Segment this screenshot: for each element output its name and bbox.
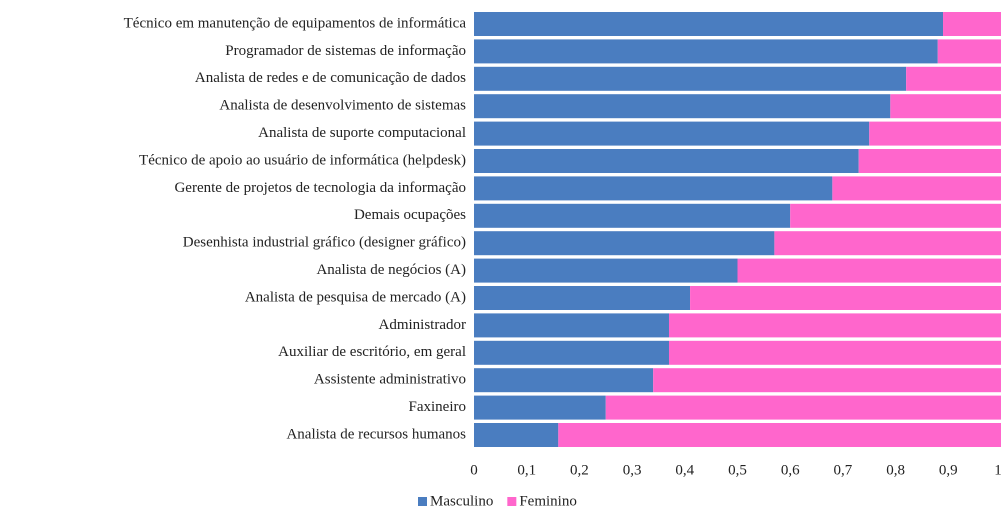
x-tick-label: 0,2 [570, 462, 589, 478]
y-tick-label: Analista de desenvolvimento de sistemas [219, 98, 466, 114]
y-tick-label: Analista de suporte computacional [258, 125, 466, 141]
bar-segment [474, 176, 833, 201]
x-tick-label: 0,3 [623, 462, 642, 478]
x-tick-label: 0,1 [517, 462, 536, 478]
x-tick-label: 0,6 [781, 462, 800, 478]
bar-segment [474, 368, 654, 393]
legend-label: Feminino [519, 493, 577, 509]
bar-segment [943, 12, 1001, 36]
bar-segment [737, 258, 1001, 283]
x-tick-label: 0,7 [834, 462, 853, 478]
x-tick-label: 1 [994, 462, 1002, 478]
bar-segment [653, 368, 1001, 393]
bar-segment [937, 39, 1001, 64]
y-tick-label: Desenhista industrial gráfico (designer … [183, 235, 466, 251]
bar-segment [558, 423, 1001, 447]
bar-segment [474, 66, 907, 91]
y-tick-label: Assistente administrativo [314, 372, 466, 388]
bar-segment [605, 395, 1001, 420]
x-tick-label: 0,8 [886, 462, 905, 478]
y-tick-label: Analista de pesquisa de mercado (A) [245, 289, 466, 305]
bar-segment [474, 203, 791, 228]
bar-segment [474, 12, 944, 36]
bar-segment [790, 203, 1001, 228]
bar-segment [668, 340, 1001, 365]
bar-segment [690, 286, 1001, 310]
bar-segment [474, 286, 691, 310]
legend-swatch [507, 497, 517, 506]
y-tick-label: Técnico em manutenção de equipamentos de… [124, 15, 467, 31]
bar-segment [890, 94, 1001, 119]
bar-segment [474, 395, 606, 420]
bar-segment [474, 313, 669, 338]
x-tick-label: 0,4 [675, 462, 694, 478]
y-tick-label: Gerente de projetos de tecnologia da inf… [174, 180, 466, 196]
y-tick-label: Demais ocupações [354, 207, 466, 223]
x-tick-label: 0,9 [939, 462, 958, 478]
y-tick-label: Analista de redes e de comunicação de da… [195, 70, 466, 86]
bar-segment [474, 340, 669, 365]
bar-segment [832, 176, 1001, 201]
bar-segment [474, 39, 938, 64]
x-tick-label: 0,5 [728, 462, 747, 478]
bar-segment [869, 121, 1001, 146]
bar-segment [474, 94, 891, 119]
bar-segment [668, 313, 1001, 338]
y-tick-label: Administrador [379, 317, 467, 333]
bar-segment [774, 231, 1001, 256]
legend-swatch [418, 497, 427, 506]
bar-segment [474, 231, 775, 256]
y-tick-label: Faxineiro [409, 399, 467, 415]
y-tick-label: Programador de sistemas de informação [225, 43, 466, 59]
bar-segment [474, 423, 559, 447]
bar-segment [474, 258, 738, 283]
y-tick-label: Analista de negócios (A) [316, 262, 466, 278]
bar-segment [474, 149, 859, 173]
y-tick-label: Auxiliar de escritório, em geral [278, 344, 466, 360]
x-tick-label: 0 [470, 462, 478, 478]
y-tick-label: Analista de recursos humanos [286, 426, 466, 442]
bar-segment [474, 121, 870, 146]
legend-label: Masculino [430, 493, 493, 509]
bar-segment [906, 66, 1001, 91]
y-tick-label: Técnico de apoio ao usuário de informáti… [139, 152, 466, 168]
bar-segment [858, 149, 1001, 173]
